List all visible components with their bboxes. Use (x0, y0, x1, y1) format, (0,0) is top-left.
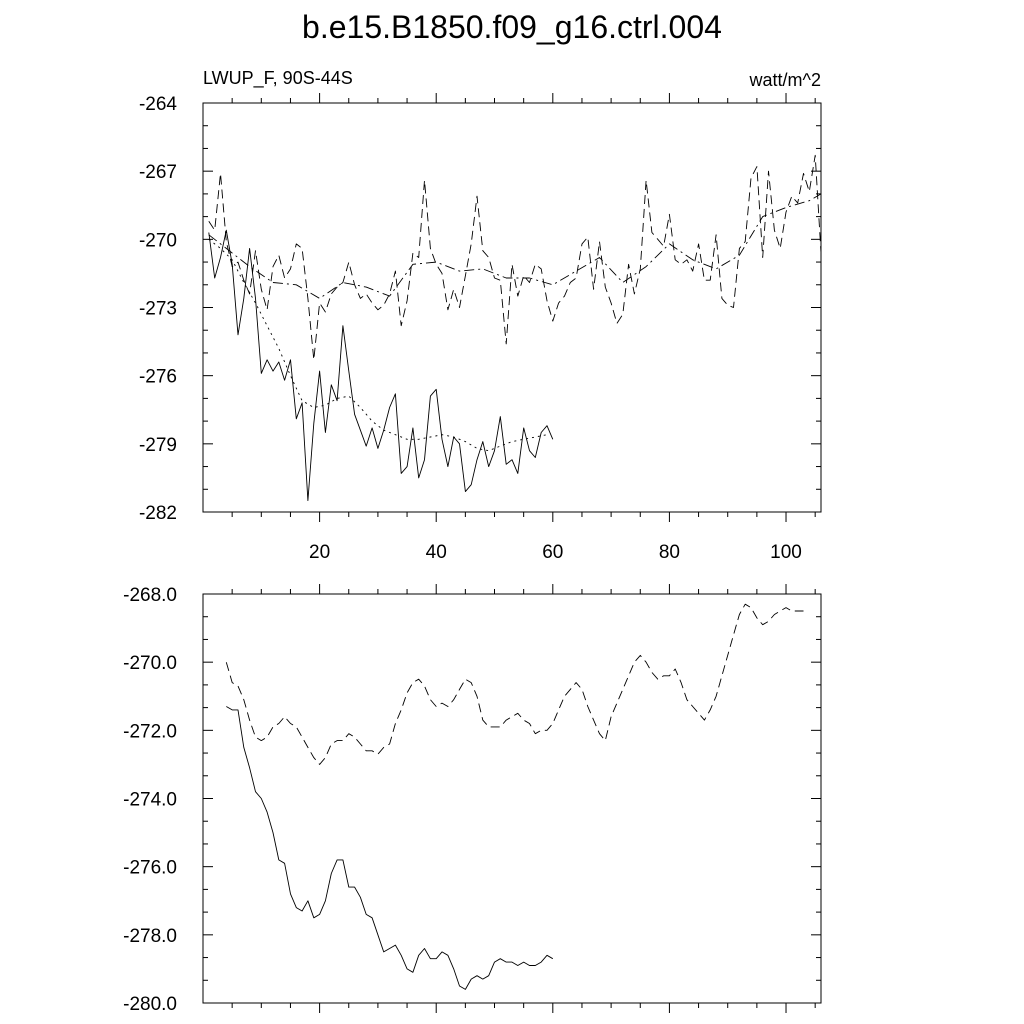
bottom-y-tick-label: -278.0 (123, 926, 177, 947)
bottom-series-dashed (225, 603, 804, 765)
bottom-y-tick-label: -280.0 (123, 994, 177, 1015)
top-y-tick-label: -270 (139, 230, 177, 251)
top-series-dashdot (208, 193, 822, 299)
top-y-tick-label: -267 (139, 162, 177, 183)
bottom-series-solid (226, 706, 554, 990)
bottom-y-tick-label: -270.0 (123, 653, 177, 674)
bottom-x-ticks (231, 584, 816, 1013)
top-series-solid (208, 229, 554, 502)
bottom-y-tick-label: -272.0 (123, 721, 177, 742)
bottom-series (225, 603, 804, 990)
top-x-ticks: 20 40 60 80 100 (231, 93, 816, 563)
bottom-y-ticks: -268.0 -270.0 -272.0 -274.0 -276.0 -278.0 -280… (123, 585, 821, 1015)
top-x-tick-label: 80 (659, 542, 680, 563)
top-series-dashed (208, 154, 822, 361)
top-panel-left-label: LWUP_F, 90S-44S (203, 68, 353, 89)
top-x-tick-label: 60 (542, 542, 563, 563)
top-y-tick-label: -264 (139, 94, 177, 115)
bottom-y-tick-label: -268.0 (123, 585, 177, 606)
figure-title: b.e15.B1850.f09_g16.ctrl.004 (302, 9, 722, 45)
top-y-tick-label: -279 (139, 435, 177, 456)
top-panel-right-label: watt/m^2 (749, 70, 821, 90)
top-x-tick-label: 20 (309, 542, 330, 563)
bottom-plot-frame (202, 593, 822, 1004)
bottom-panel: -268.0 -270.0 -272.0 -274.0 -276.0 -278.0 -280… (123, 584, 822, 1015)
top-x-tick-label: 40 (426, 542, 447, 563)
top-y-tick-label: -273 (139, 299, 177, 320)
top-y-tick-label: -282 (139, 503, 177, 524)
bottom-y-tick-label: -276.0 (123, 858, 177, 879)
bottom-y-tick-label: -274.0 (123, 790, 177, 811)
top-plot-frame (202, 102, 822, 513)
top-y-ticks: -264 -267 -270 -273 -276 -279 -282 (139, 94, 821, 524)
top-y-tick-label: -276 (139, 367, 177, 388)
top-series (208, 154, 822, 502)
top-x-tick-label: 100 (770, 542, 802, 563)
top-panel: LWUP_F, 90S-44S watt/m^2 20 40 60 80 100 -26… (139, 68, 822, 563)
